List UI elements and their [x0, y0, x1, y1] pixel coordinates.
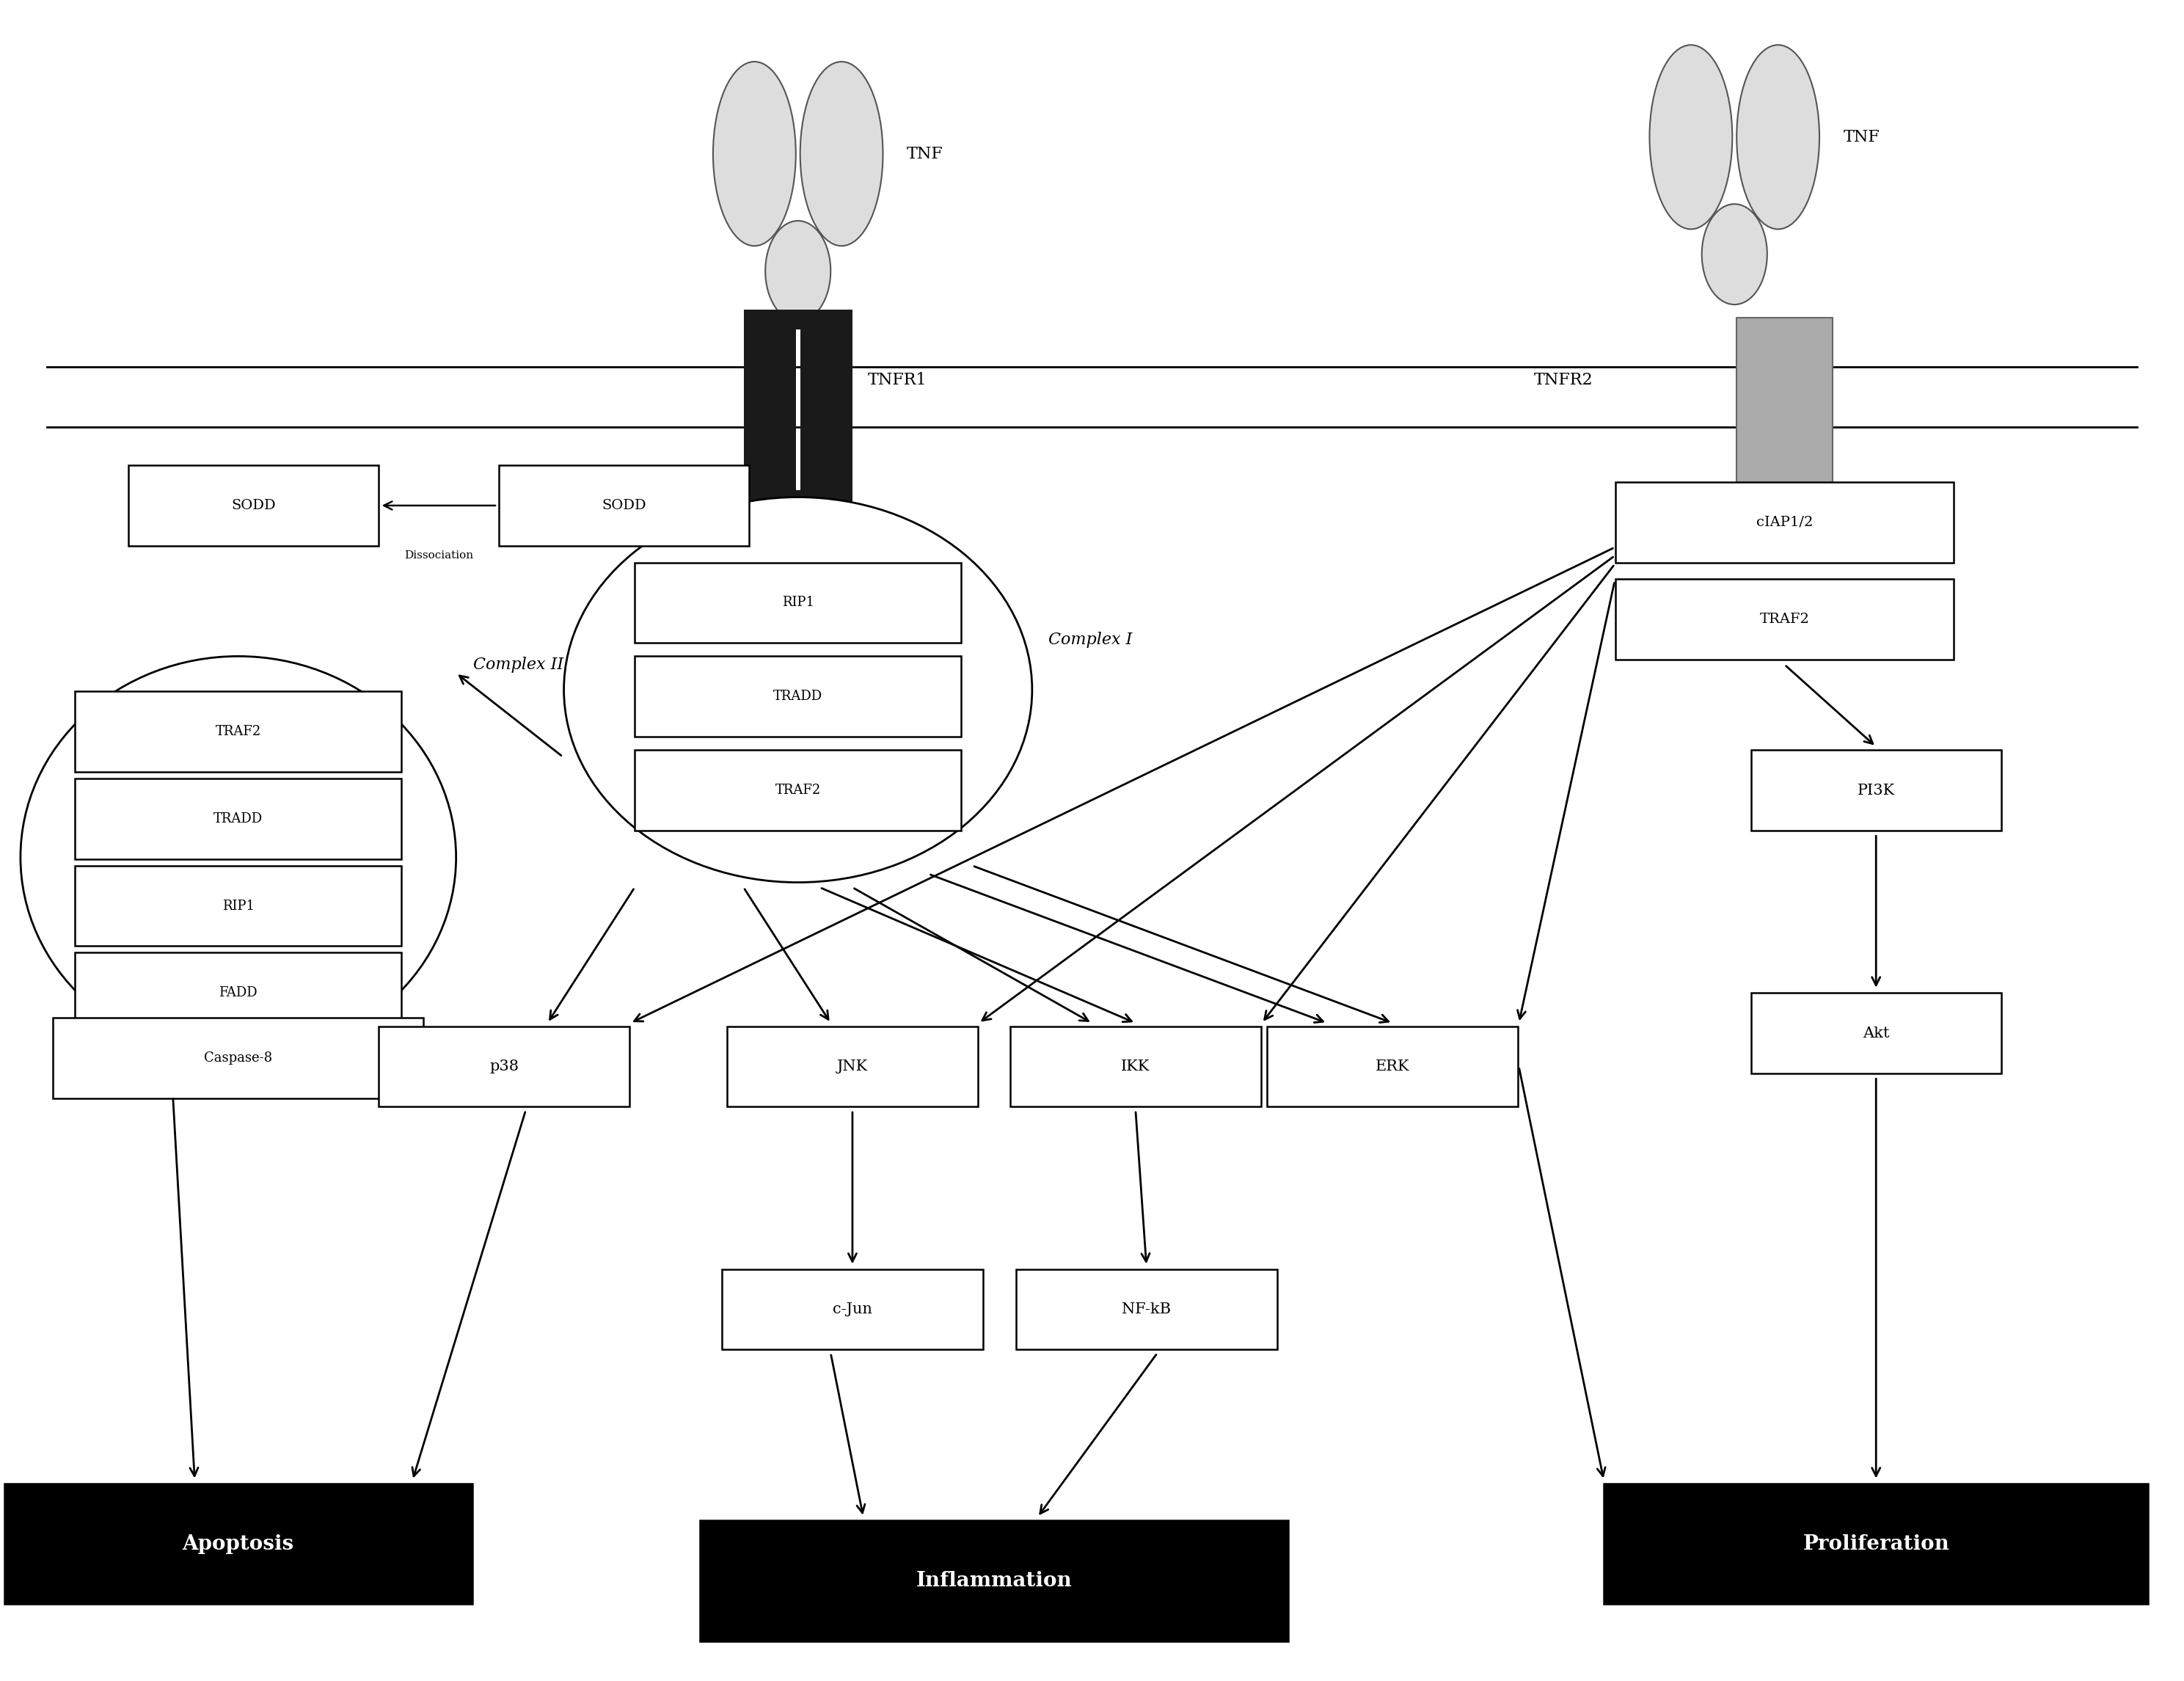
FancyBboxPatch shape	[4, 1484, 472, 1604]
FancyBboxPatch shape	[74, 953, 402, 1034]
Text: c-Jun: c-Jun	[832, 1303, 871, 1316]
FancyBboxPatch shape	[701, 1521, 1289, 1641]
FancyBboxPatch shape	[727, 1027, 978, 1106]
FancyBboxPatch shape	[799, 318, 852, 503]
FancyBboxPatch shape	[1016, 1269, 1278, 1350]
Text: TRAF2: TRAF2	[216, 725, 262, 738]
Text: Proliferation: Proliferation	[1802, 1535, 1950, 1553]
Ellipse shape	[712, 62, 795, 245]
FancyBboxPatch shape	[636, 656, 961, 736]
Text: Inflammation: Inflammation	[915, 1570, 1072, 1590]
FancyBboxPatch shape	[378, 1027, 629, 1106]
Text: Dissociation: Dissociation	[404, 551, 474, 561]
FancyBboxPatch shape	[129, 466, 378, 546]
Text: TRAF2: TRAF2	[1760, 614, 1811, 625]
FancyBboxPatch shape	[743, 309, 852, 329]
Text: p38: p38	[489, 1059, 518, 1074]
FancyBboxPatch shape	[636, 563, 961, 642]
Text: IKK: IKK	[1120, 1059, 1151, 1074]
FancyBboxPatch shape	[52, 1019, 424, 1098]
Text: TRADD: TRADD	[214, 812, 262, 825]
Text: Caspase-8: Caspase-8	[203, 1052, 273, 1064]
FancyBboxPatch shape	[1616, 482, 1952, 563]
Text: TNF: TNF	[906, 146, 943, 161]
Ellipse shape	[1649, 45, 1732, 229]
Ellipse shape	[563, 498, 1033, 883]
Text: Akt: Akt	[1863, 1025, 1889, 1041]
Text: Apoptosis: Apoptosis	[183, 1535, 295, 1553]
Text: TNF: TNF	[1843, 129, 1880, 145]
Text: SODD: SODD	[232, 499, 275, 513]
FancyBboxPatch shape	[1752, 750, 2001, 830]
Text: TNFR1: TNFR1	[867, 372, 926, 388]
FancyBboxPatch shape	[74, 778, 402, 859]
FancyBboxPatch shape	[721, 1269, 983, 1350]
Ellipse shape	[20, 656, 456, 1059]
Text: TRADD: TRADD	[773, 689, 823, 703]
Text: SODD: SODD	[601, 499, 646, 513]
Ellipse shape	[764, 220, 830, 321]
FancyBboxPatch shape	[74, 691, 402, 772]
Text: NF-kB: NF-kB	[1123, 1303, 1171, 1316]
FancyBboxPatch shape	[1752, 993, 2001, 1072]
Text: Complex I: Complex I	[1048, 632, 1131, 647]
Text: RIP1: RIP1	[223, 899, 253, 913]
FancyBboxPatch shape	[1736, 318, 1832, 503]
FancyBboxPatch shape	[498, 466, 749, 546]
Text: JNK: JNK	[836, 1059, 867, 1074]
Text: TNFR2: TNFR2	[1533, 372, 1594, 388]
Text: RIP1: RIP1	[782, 597, 815, 609]
FancyBboxPatch shape	[1603, 1484, 2149, 1604]
Text: cIAP1/2: cIAP1/2	[1756, 516, 1813, 530]
FancyBboxPatch shape	[743, 318, 795, 503]
Ellipse shape	[799, 62, 882, 245]
FancyBboxPatch shape	[1011, 1027, 1260, 1106]
Text: ERK: ERK	[1376, 1059, 1409, 1074]
Text: TRAF2: TRAF2	[775, 783, 821, 797]
Text: PI3K: PI3K	[1856, 783, 1896, 797]
Ellipse shape	[1736, 45, 1819, 229]
FancyBboxPatch shape	[743, 491, 852, 511]
Text: Complex II: Complex II	[474, 657, 563, 672]
FancyBboxPatch shape	[636, 750, 961, 830]
FancyBboxPatch shape	[1267, 1027, 1518, 1106]
FancyBboxPatch shape	[1616, 580, 1952, 659]
Ellipse shape	[1701, 203, 1767, 304]
Text: FADD: FADD	[218, 987, 258, 1000]
FancyBboxPatch shape	[74, 866, 402, 946]
